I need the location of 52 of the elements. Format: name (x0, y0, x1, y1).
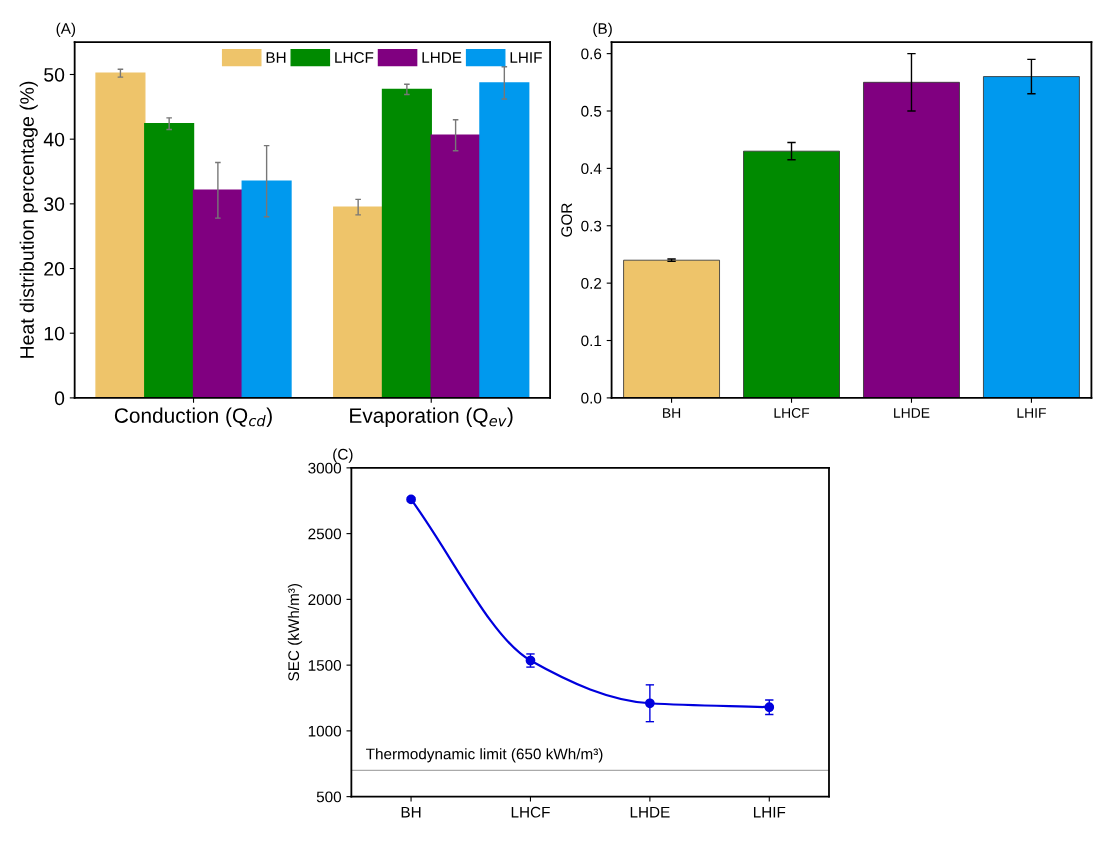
legend-label: LHIF (510, 52, 542, 63)
bar (95, 72, 146, 398)
y-tick-label: 0.1 (581, 335, 602, 347)
chart-title: (A) (56, 22, 76, 37)
legend-label: BH (266, 52, 286, 63)
bar (863, 81, 960, 398)
y-tick-label: 30 (44, 197, 65, 212)
ref-line-label: Thermodynamic limit (650 kWh/m³) (366, 748, 603, 763)
y-tick-label: 0.0 (581, 392, 602, 404)
bar (144, 122, 195, 398)
y-tick-label: 2000 (308, 594, 342, 606)
bar (333, 206, 384, 398)
x-tick-label: LHIF (753, 806, 786, 818)
x-tick-label: LHCF (511, 806, 550, 818)
y-tick-label: 0.4 (581, 163, 602, 175)
x-tick-label: BH (663, 408, 681, 418)
y-tick-label: 0.3 (581, 220, 602, 232)
x-tick-label: LHCF (774, 407, 810, 418)
y-tick-label: 1000 (308, 725, 342, 737)
legend-label: LHCF (335, 52, 374, 63)
bar (430, 134, 481, 398)
y-tick-label: 3000 (308, 462, 342, 474)
x-tick-label: BH (401, 806, 421, 818)
y-tick-label: 2500 (308, 528, 342, 540)
y-tick-label: 0.2 (581, 278, 602, 289)
y-tick-label: 20 (44, 262, 65, 276)
y-tick-label: 0 (54, 391, 65, 406)
x-tick-label: LHDE (630, 806, 670, 818)
y-axis-title: Heat distribution percentage (%) (19, 81, 38, 358)
y-tick-label: 10 (44, 326, 65, 341)
x-tick-label: LHIF (1017, 408, 1046, 418)
chart-title: (C) (333, 448, 353, 463)
x-tick-label: LHDE (894, 408, 930, 418)
bar (743, 150, 840, 398)
bar (983, 76, 1080, 398)
bar (479, 82, 530, 398)
legend-label: LHDE (422, 52, 462, 63)
chart-title: (B) (593, 22, 612, 37)
y-tick-label: 500 (316, 791, 342, 803)
y-tick-label: 0.6 (581, 48, 602, 60)
y-axis-title: GOR (561, 203, 573, 237)
y-tick-label: 1500 (308, 659, 342, 671)
bar (241, 180, 292, 398)
x-tick-label: Evaporation (Q$_{ev}$) (350, 407, 513, 428)
y-tick-label: 50 (44, 67, 65, 82)
bar (623, 259, 720, 398)
y-tick-label: 40 (43, 132, 65, 147)
y-tick-label: 0.5 (581, 105, 602, 117)
x-tick-label: Conduction (Q$_{cd}$) (114, 407, 272, 428)
bar (192, 189, 243, 398)
bar (381, 88, 432, 398)
y-axis-title: SEC (kWh/m³) (287, 583, 303, 681)
